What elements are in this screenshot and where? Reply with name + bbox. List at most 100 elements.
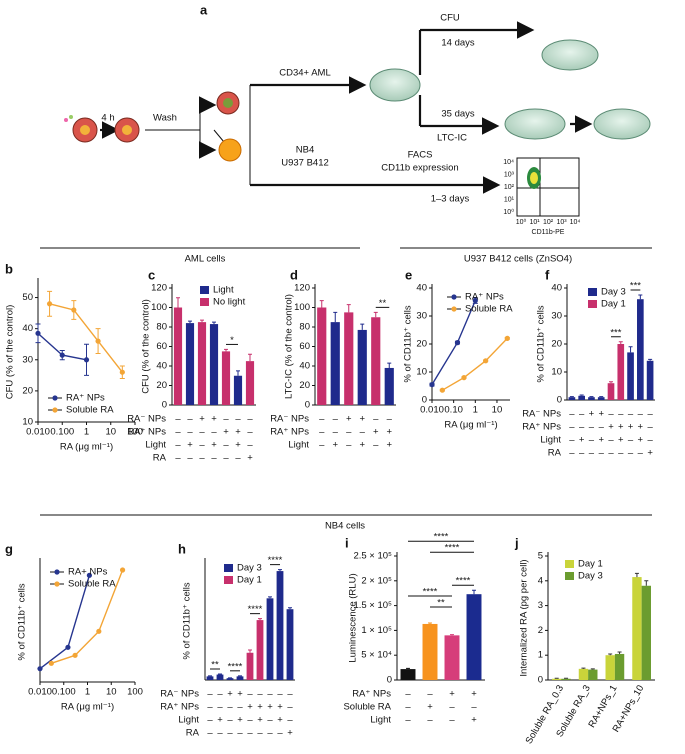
- condition-cell: +: [598, 409, 604, 420]
- condition-cell: –: [287, 702, 293, 713]
- y-tick-label: 20: [416, 339, 427, 350]
- label: LTC-IC: [437, 133, 467, 144]
- x-tick-label: 0.10: [444, 405, 463, 416]
- condition-cell: –: [618, 409, 624, 420]
- panel-label: d: [290, 267, 298, 282]
- bar: [286, 609, 294, 680]
- legend-swatch: [588, 288, 597, 296]
- condition-cell: –: [569, 422, 575, 433]
- condition-cell: +: [235, 440, 241, 451]
- condition-cell: –: [237, 702, 243, 713]
- y-axis-label: % of CD11b⁺ cells: [182, 582, 193, 659]
- label: 1–3 days: [431, 194, 470, 205]
- error-bar: [278, 569, 282, 572]
- legend-marker: [52, 407, 58, 413]
- point: [119, 369, 125, 375]
- error-bar: [608, 653, 613, 656]
- condition-cell: –: [257, 689, 263, 700]
- error-bar: [644, 580, 649, 586]
- point: [72, 652, 78, 658]
- condition-cell: –: [569, 409, 575, 420]
- condition-label: RA: [186, 728, 200, 739]
- bar: [233, 375, 243, 405]
- flow-tick-label: 10⁴: [570, 219, 581, 226]
- bar: [617, 344, 625, 400]
- y-tick-label: 30: [551, 311, 562, 322]
- label: CD11b-PE: [532, 229, 565, 236]
- condition-cell: –: [187, 427, 193, 438]
- significance-label: ****: [423, 586, 438, 597]
- y-tick-label: 50: [22, 292, 33, 303]
- condition-cell: –: [373, 440, 379, 451]
- condition-cell: +: [579, 435, 585, 446]
- legend-marker: [451, 306, 457, 312]
- y-tick-label: 80: [156, 322, 167, 333]
- flow-tick-label: 10²: [504, 184, 515, 191]
- bar: [597, 397, 605, 400]
- error-bar: [319, 300, 324, 308]
- condition-cell: –: [223, 453, 229, 464]
- panel-label: a: [200, 2, 208, 17]
- bar: [236, 676, 244, 680]
- x-tick-label: 10: [105, 427, 116, 438]
- condition-cell: –: [187, 453, 193, 464]
- point: [472, 298, 478, 304]
- flow-tick-label: 10³: [504, 171, 515, 178]
- legend-swatch: [588, 300, 597, 308]
- point: [59, 352, 65, 358]
- condition-cell: –: [647, 422, 653, 433]
- bar: [384, 367, 394, 405]
- legend-marker: [54, 581, 60, 587]
- condition-cell: –: [247, 427, 253, 438]
- bar: [627, 352, 634, 400]
- error-bar: [346, 304, 351, 313]
- condition-cell: +: [618, 435, 624, 446]
- error-bar: [208, 675, 212, 677]
- error-bar: [581, 667, 586, 669]
- legend-swatch: [565, 560, 574, 568]
- condition-label: RA⁺ NPs: [352, 689, 391, 700]
- point: [504, 335, 510, 341]
- condition-cell: –: [373, 414, 379, 425]
- x-tick-label: 100: [127, 687, 143, 698]
- dish: [593, 108, 651, 140]
- condition-cell: +: [359, 440, 365, 451]
- significance-label: ****: [248, 604, 263, 615]
- x-tick-label: 1: [85, 687, 90, 698]
- bar: [422, 623, 438, 680]
- flow-tick-label: 10⁰: [503, 208, 514, 216]
- bar: [637, 299, 644, 400]
- error-bar: [212, 321, 216, 325]
- condition-cell: +: [211, 440, 217, 451]
- section-label: AML cells: [185, 254, 226, 265]
- x-axis-label: RA (μg ml⁻¹): [60, 442, 113, 453]
- error-bar: [589, 396, 594, 398]
- condition-cell: +: [628, 422, 634, 433]
- condition-cell: –: [628, 448, 634, 459]
- legend-marker: [54, 569, 60, 575]
- x-tick-label: 10: [106, 687, 117, 698]
- condition-cell: –: [405, 689, 411, 700]
- y-tick-label: 0: [538, 675, 543, 686]
- condition-label: Light: [540, 435, 561, 446]
- condition-cell: +: [277, 702, 283, 713]
- y-axis-label: % of CD11b⁺ cells: [403, 305, 414, 382]
- particle: [69, 115, 73, 119]
- significance-label: **: [379, 298, 387, 309]
- bar: [266, 598, 274, 680]
- condition-cell: –: [360, 427, 366, 438]
- y-axis-label: Luminescence (RLU): [348, 573, 359, 662]
- bar: [221, 351, 231, 405]
- point: [86, 572, 92, 578]
- error-bar: [590, 668, 595, 670]
- condition-cell: –: [267, 728, 273, 739]
- error-bar: [236, 370, 240, 376]
- condition-cell: –: [247, 689, 253, 700]
- condition-cell: –: [247, 440, 253, 451]
- bar: [357, 329, 367, 405]
- bar: [607, 383, 615, 400]
- y-tick-label: 1.5 × 10⁵: [353, 600, 392, 611]
- panel-label: j: [514, 535, 519, 550]
- condition-cell: –: [608, 409, 614, 420]
- error-bar: [238, 675, 242, 677]
